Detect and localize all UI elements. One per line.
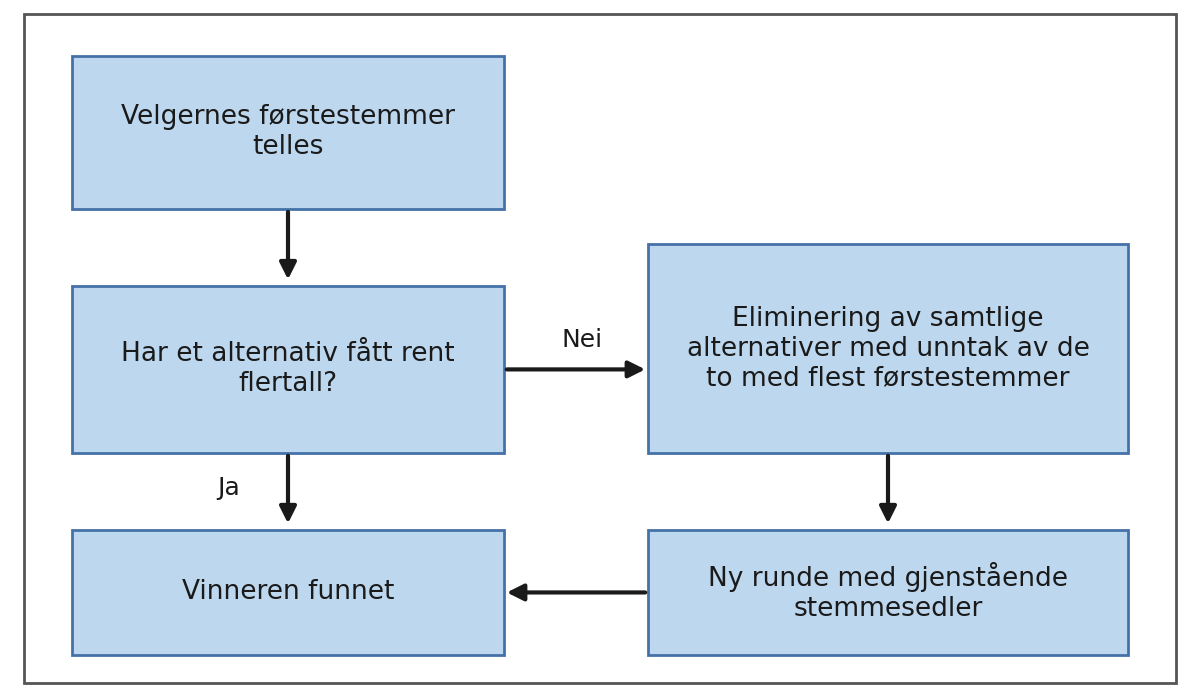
FancyBboxPatch shape (72, 56, 504, 209)
Text: Velgernes førstestemmer
telles: Velgernes førstestemmer telles (121, 105, 455, 160)
Text: Har et alternativ fått rent
flertall?: Har et alternativ fått rent flertall? (121, 342, 455, 397)
FancyBboxPatch shape (648, 530, 1128, 655)
Text: Vinneren funnet: Vinneren funnet (182, 579, 394, 606)
FancyBboxPatch shape (72, 530, 504, 655)
Text: Nei: Nei (562, 328, 602, 352)
Text: Ny runde med gjenstående
stemmesedler: Ny runde med gjenstående stemmesedler (708, 562, 1068, 622)
Text: Ja: Ja (217, 476, 240, 500)
FancyBboxPatch shape (648, 244, 1128, 453)
Text: Eliminering av samtlige
alternativer med unntak av de
to med flest førstestemmer: Eliminering av samtlige alternativer med… (686, 305, 1090, 392)
FancyBboxPatch shape (72, 286, 504, 453)
